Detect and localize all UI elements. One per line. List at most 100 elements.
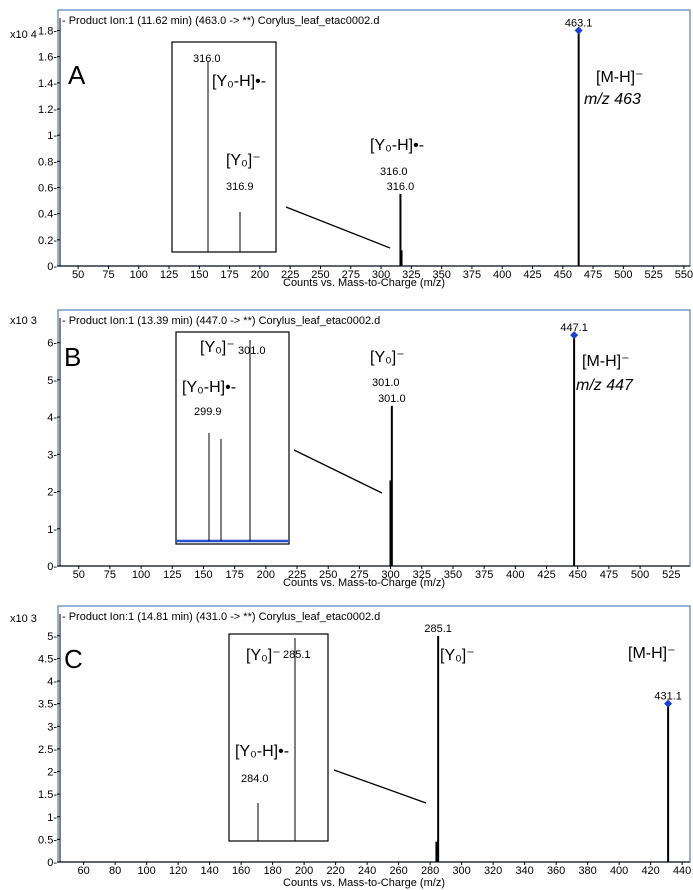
x-tick-label: 425 bbox=[537, 569, 555, 581]
peak-label: 431.1 bbox=[654, 691, 682, 703]
x-tick-label: 475 bbox=[584, 269, 602, 281]
panel-b-annotation-mz: m/z 447 bbox=[576, 377, 634, 394]
y-tick-label: 4.5- bbox=[38, 653, 57, 665]
y-tick-label: 1.6- bbox=[38, 52, 57, 64]
panel-c-inset: [Y₀]⁻ 285.1 [Y₀-H]•- 284.0 bbox=[228, 633, 329, 842]
panel-a-x-ticks: 50 75 100 125 150 175 200 225 250 275 300 325 350 375… bbox=[72, 266, 693, 281]
x-tick-label: 400 bbox=[493, 269, 511, 281]
inset-annotation: [Y₀-H]•- bbox=[182, 379, 236, 396]
panel-b-x-ticks: 50 75 100 125 150 175 200 225 250 275 300 325 350 375… bbox=[73, 566, 680, 581]
panel-c-peaks bbox=[435, 635, 673, 862]
y-tick-label: 1- bbox=[47, 812, 57, 824]
panel-b-peaks bbox=[389, 331, 579, 566]
panel-c-frame bbox=[57, 605, 691, 863]
panel-b-letter: B bbox=[64, 342, 81, 372]
x-tick-label: 500 bbox=[614, 269, 632, 281]
spectrum-panel-c: - Product Ion:1 (14.81 min) (431.0 -> **… bbox=[10, 605, 691, 889]
x-tick-label: 100 bbox=[130, 269, 148, 281]
x-tick-label: 50 bbox=[73, 569, 85, 581]
x-tick-label: 160 bbox=[232, 865, 250, 877]
x-tick-label: 125 bbox=[160, 269, 178, 281]
panel-b-inset: [Y₀]⁻ 301.0 [Y₀-H]•- 299.9 bbox=[175, 331, 290, 545]
panel-b-zoom-connector bbox=[293, 449, 383, 494]
inset-annotation: [Y₀]⁻ bbox=[226, 152, 261, 169]
peak-label: 447.1 bbox=[560, 322, 588, 334]
peak-label: 316.0 bbox=[387, 181, 415, 193]
x-tick-label: 250 bbox=[311, 269, 329, 281]
x-tick-label: 340 bbox=[515, 865, 533, 877]
x-tick-label: 175 bbox=[220, 269, 238, 281]
x-tick-label: 350 bbox=[432, 269, 450, 281]
x-tick-label: 525 bbox=[662, 569, 680, 581]
precursor-marker bbox=[574, 26, 583, 35]
x-tick-label: 420 bbox=[641, 865, 659, 877]
panel-c-inset-box bbox=[228, 633, 329, 842]
y-tick-label: 2- bbox=[47, 487, 57, 499]
panel-c-y-ticks: 0- 0.5- 1- 1.5- 2- 2.5- 3- 3.5- 4- 4.5- 5- bbox=[38, 631, 60, 869]
x-tick-label: 525 bbox=[644, 269, 662, 281]
x-tick-label: 125 bbox=[163, 569, 181, 581]
y-tick-label: 1.2- bbox=[38, 104, 57, 116]
x-tick-label: 450 bbox=[569, 569, 587, 581]
x-tick-label: 260 bbox=[389, 865, 407, 877]
panel-a-letter: A bbox=[68, 60, 86, 90]
inset-annotation: [Y₀-H]•- bbox=[235, 743, 289, 760]
x-tick-label: 375 bbox=[475, 569, 493, 581]
inset-annotation: [Y₀]⁻ bbox=[246, 647, 281, 664]
panel-c-header: - Product Ion:1 (14.81 min) (431.0 -> **… bbox=[62, 611, 380, 623]
x-tick-label: 140 bbox=[200, 865, 218, 877]
x-tick-label: 300 bbox=[372, 269, 390, 281]
panel-b-inset-box bbox=[175, 331, 290, 545]
precursor-marker bbox=[664, 699, 673, 708]
panel-a-inset-box bbox=[171, 41, 277, 253]
x-tick-label: 550 bbox=[675, 269, 693, 281]
y-tick-label: 1.5- bbox=[38, 789, 57, 801]
panel-c-x-ticks: 60 80 100 120 140 160 180 200 220 240 260 280 300 320… bbox=[78, 862, 691, 877]
x-tick-label: 280 bbox=[421, 865, 439, 877]
x-tick-label: 425 bbox=[523, 269, 541, 281]
panel-a-peaks bbox=[399, 26, 583, 266]
y-tick-label: 4- bbox=[47, 676, 57, 688]
x-tick-label: 225 bbox=[288, 569, 306, 581]
panel-c-letter: C bbox=[64, 644, 83, 674]
panel-a-annotation-y0h: [Y₀-H]•- bbox=[370, 137, 424, 154]
panel-a-annotation-mh: [M-H]⁻ bbox=[596, 69, 644, 86]
x-tick-label: 100 bbox=[137, 865, 155, 877]
panel-a-y-ticks: 0- 0.2- 0.4- 0.6- 0.8- 1- 1.2- 1.4- 1.6- 1.8- bbox=[38, 26, 60, 273]
y-tick-label: 4- bbox=[47, 412, 57, 424]
x-tick-label: 240 bbox=[358, 865, 376, 877]
peak-label: 285.1 bbox=[424, 623, 452, 635]
x-tick-label: 375 bbox=[463, 269, 481, 281]
y-tick-label: 0.5- bbox=[38, 834, 57, 846]
x-tick-label: 380 bbox=[578, 865, 596, 877]
panel-a-xlabel: Counts vs. Mass-to-Charge (m/z) bbox=[283, 277, 445, 289]
panel-a-header: - Product Ion:1 (11.62 min) (463.0 -> **… bbox=[62, 15, 379, 27]
x-tick-label: 60 bbox=[78, 865, 90, 877]
panel-c-y-multiplier: x10 3 bbox=[10, 613, 37, 625]
y-tick-label: 5- bbox=[47, 631, 57, 643]
x-tick-label: 180 bbox=[263, 865, 281, 877]
spectrum-panel-b: - Product Ion:1 (13.39 min) (447.0 -> **… bbox=[10, 309, 691, 589]
inset-peak-label: 316.0 bbox=[193, 53, 221, 65]
panel-b-xlabel: Counts vs. Mass-to-Charge (m/z) bbox=[283, 577, 445, 589]
panel-c-annotation-mh: [M-H]⁻ bbox=[628, 645, 676, 662]
x-tick-label: 175 bbox=[225, 569, 243, 581]
x-tick-label: 100 bbox=[132, 569, 150, 581]
y-tick-label: 1.4- bbox=[38, 78, 57, 90]
panel-c-xlabel: Counts vs. Mass-to-Charge (m/z) bbox=[283, 877, 445, 889]
y-tick-label: 5- bbox=[47, 375, 57, 387]
x-tick-label: 325 bbox=[402, 269, 420, 281]
inset-peak-label: 301.0 bbox=[238, 345, 266, 357]
panel-b-header: - Product Ion:1 (13.39 min) (447.0 -> **… bbox=[62, 315, 380, 327]
x-tick-label: 120 bbox=[169, 865, 187, 877]
x-tick-label: 300 bbox=[452, 865, 470, 877]
y-tick-label: 2- bbox=[47, 767, 57, 779]
x-tick-label: 75 bbox=[102, 269, 114, 281]
x-tick-label: 50 bbox=[72, 269, 84, 281]
panel-b-peak-labels: 301.0 447.1 bbox=[378, 322, 588, 405]
y-tick-label: 1- bbox=[47, 524, 57, 536]
x-tick-label: 225 bbox=[281, 269, 299, 281]
y-tick-label: 0.8- bbox=[38, 156, 57, 168]
y-tick-label: 0.2- bbox=[38, 235, 57, 247]
panel-a-annotation-mz: m/z 463 bbox=[584, 91, 641, 108]
